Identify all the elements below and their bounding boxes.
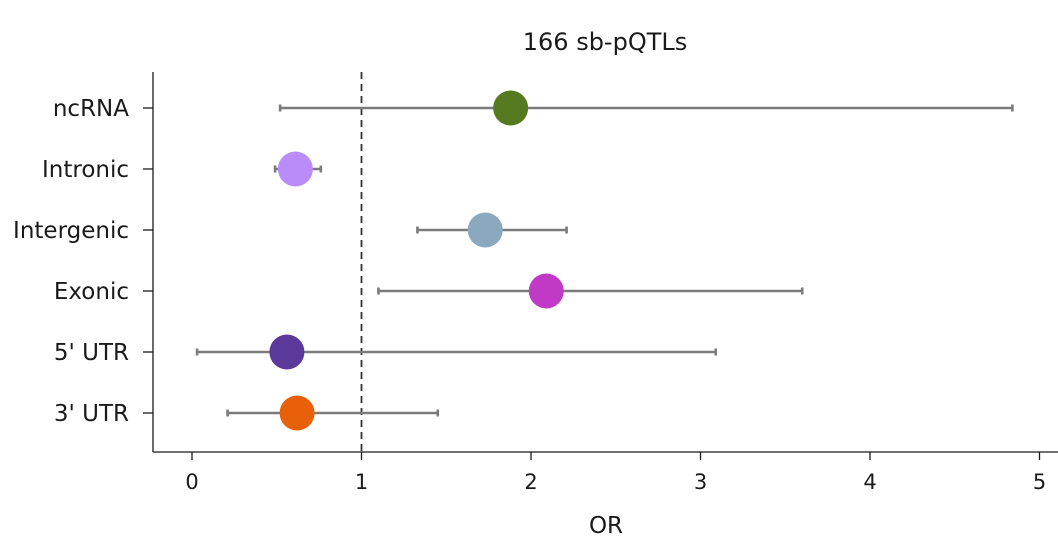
x-tick-label: 5 (1033, 470, 1046, 494)
x-axis-label: OR (589, 513, 623, 539)
chart-title: 166 sb-pQTLs (523, 28, 688, 56)
data-point-group (273, 151, 323, 187)
or-point (528, 273, 564, 309)
x-tick-label: 4 (863, 470, 876, 494)
x-tick-label: 0 (185, 470, 198, 494)
x-tick-label: 3 (694, 470, 707, 494)
data-marks (195, 90, 1014, 431)
data-point-group (278, 90, 1014, 126)
data-point-group (226, 395, 440, 431)
y-tick-label: ncRNA (53, 96, 129, 122)
y-tick-label: 3' UTR (54, 401, 129, 427)
y-tick-label: Exonic (54, 279, 129, 305)
x-tick-label: 1 (355, 470, 368, 494)
y-tick-label: Intergenic (13, 218, 129, 244)
or-point (493, 90, 529, 126)
x-tick-label: 2 (524, 470, 537, 494)
data-point-group (416, 212, 568, 248)
y-tick-label: Intronic (42, 157, 129, 183)
or-point (279, 395, 315, 431)
data-point-group (377, 273, 804, 309)
data-point-group (195, 334, 718, 370)
or-point (467, 212, 503, 248)
x-axis-ticks: 0 1 2 3 4 5 (185, 452, 1046, 494)
y-tick-label: 5' UTR (54, 340, 129, 366)
or-point (269, 334, 305, 370)
or-point (277, 151, 313, 187)
y-axis-ticks: ncRNA Intronic Intergenic Exonic 5' UTR 3' UT… (13, 96, 153, 427)
